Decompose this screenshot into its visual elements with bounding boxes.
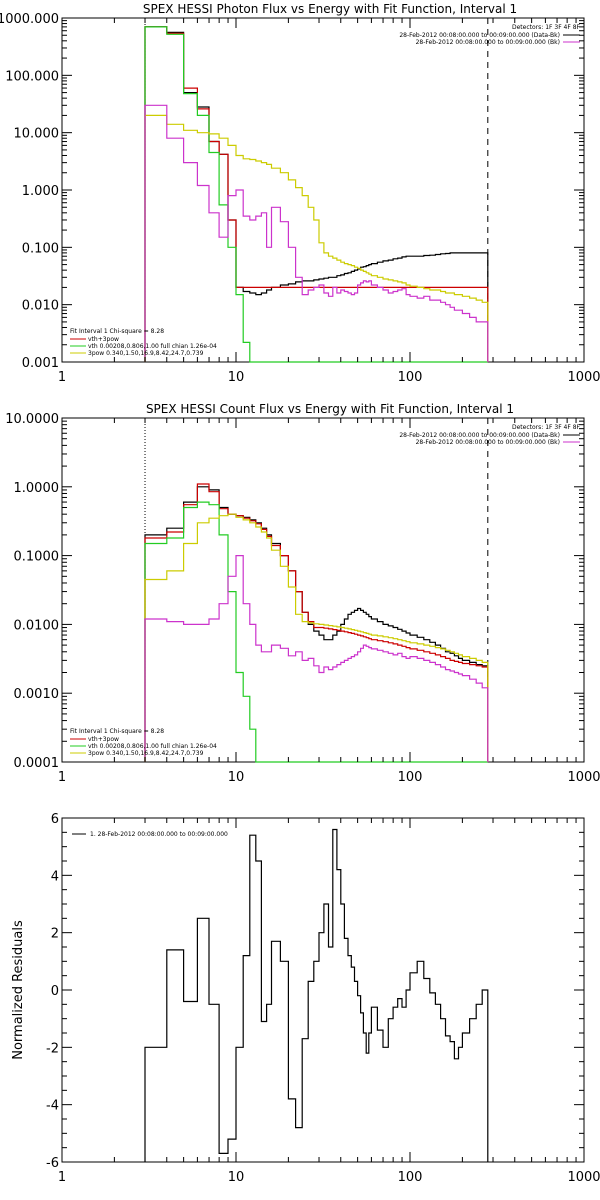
count-flux-series-line-1 [144, 483, 489, 762]
photon-flux-title: SPEX HESSI Photon Flux vs Energy with Fi… [143, 2, 517, 16]
count-flux-y-tick-label: 1.0000 [14, 481, 60, 496]
photon-flux-y-tick-label: 1.000 [22, 184, 59, 199]
count-flux-y-tick-label: 0.0100 [14, 618, 60, 633]
residuals-ylabel: Normalized Residuals [11, 920, 26, 1060]
residuals-x-tick-label: 10 [228, 1170, 245, 1185]
residuals-x-tick-label: 1000 [567, 1170, 600, 1185]
residuals-axes [61, 817, 585, 1163]
count-flux-legend-entry: 28-Feb-2012 00:08:00.000 to 00:09:00.000… [399, 432, 560, 439]
count-flux-y-tick-label: 0.1000 [14, 550, 60, 565]
count-flux-fit-entry: vth 0.00208,0.806,1.00 full chian 1.26e-… [88, 743, 217, 750]
photon-flux-y-tick-label: 10.000 [14, 127, 60, 142]
residuals-y-tick-label: -6 [46, 1156, 59, 1171]
count-flux-x-tick-label: 1 [58, 770, 66, 785]
photon-flux-y-tick-label: 100.000 [5, 69, 59, 84]
count-flux-panel: SPEX HESSI Count Flux vs Energy with Fit… [5, 402, 600, 785]
count-flux-y-tick-label: 0.0001 [14, 756, 60, 771]
residuals-panel: 1 10 100 1000 -6 -4 -2 0 2 4 6 Normalized Residual… [11, 812, 600, 1185]
count-flux-x-tick-label: 10 [228, 770, 245, 785]
photon-flux-legend-header: Detectors: 1F 3F 4F 8F [512, 24, 581, 31]
residuals-series-line-0 [144, 828, 489, 1162]
count-flux-y-tick-label: 0.0010 [14, 687, 60, 702]
count-flux-fit-entry: vth+3pow [88, 736, 119, 743]
count-flux-series-line-2 [144, 501, 488, 763]
count-flux-y-tick-label: 10.0000 [5, 412, 59, 427]
count-flux-fit-entry: 3pow 0.340,1.50,16.9,8.42,24.7,0.739 [88, 750, 204, 757]
residuals-y-tick-label: 2 [51, 927, 59, 942]
residuals-y-tick-label: 6 [51, 812, 59, 827]
photon-flux-axes [61, 17, 585, 363]
photon-flux-series-line-3 [144, 114, 489, 362]
photon-flux-panel: SPEX HESSI Photon Flux vs Energy with Fi… [0, 2, 600, 385]
count-flux-title: SPEX HESSI Count Flux vs Energy with Fit… [146, 402, 514, 416]
count-flux-axes [61, 417, 585, 763]
residuals-y-tick-label: 0 [51, 984, 59, 999]
photon-flux-x-tick-label: 1 [58, 370, 66, 385]
photon-flux-series-line-4 [144, 104, 489, 362]
photon-flux-series-line-2 [144, 26, 488, 363]
photon-flux-series-line-0 [144, 26, 489, 362]
photon-flux-y-tick-label: 0.100 [22, 241, 59, 256]
residuals-x-tick-label: 100 [398, 1170, 423, 1185]
residuals-y-tick-label: 4 [51, 869, 59, 884]
photon-flux-fit-header: Fit Interval 1 Chi-square = 8.28 [70, 328, 164, 335]
residuals-y-tick-label: -4 [46, 1099, 59, 1114]
residuals-y-tick-label: -2 [46, 1041, 59, 1056]
count-flux-series-line-3 [144, 513, 489, 762]
count-flux-legend-entry: 28-Feb-2012 00:08:00.000 to 00:09:00.000… [416, 439, 560, 446]
count-flux-legend-header: Detectors: 1F 3F 4F 8F [512, 424, 581, 431]
photon-flux-fit-entry: vth+3pow [88, 336, 119, 343]
count-flux-x-tick-label: 100 [398, 770, 423, 785]
photon-flux-series-line-1 [144, 26, 489, 362]
photon-flux-fit-entry: 3pow 0.340,1.50,16.9,8.42,24.7,0.739 [88, 350, 204, 357]
count-flux-x-tick-label: 1000 [567, 770, 600, 785]
photon-flux-x-tick-label: 10 [228, 370, 245, 385]
photon-flux-legend-entry: 28-Feb-2012 00:08:00.000 to 00:09:00.000… [399, 32, 560, 39]
photon-flux-x-tick-label: 100 [398, 370, 423, 385]
count-flux-series-line-4 [144, 555, 489, 762]
photon-flux-x-tick-label: 1000 [567, 370, 600, 385]
photon-flux-y-tick-label: 0.010 [22, 299, 59, 314]
photon-flux-fit-entry: vth 0.00208,0.806,1.00 full chian 1.26e-… [88, 343, 217, 350]
count-flux-fit-header: Fit Interval 1 Chi-square = 8.28 [70, 728, 164, 735]
photon-flux-y-tick-label: 1000.000 [0, 12, 59, 27]
residuals-x-tick-label: 1 [58, 1170, 66, 1185]
residuals-legend-entry: 1. 28-Feb-2012 00:08:00.000 to 00:09:00.… [90, 831, 228, 838]
photon-flux-legend-entry: 28-Feb-2012 00:08:00.000 to 00:09:00.000… [416, 39, 560, 46]
photon-flux-y-tick-label: 0.001 [22, 356, 59, 371]
